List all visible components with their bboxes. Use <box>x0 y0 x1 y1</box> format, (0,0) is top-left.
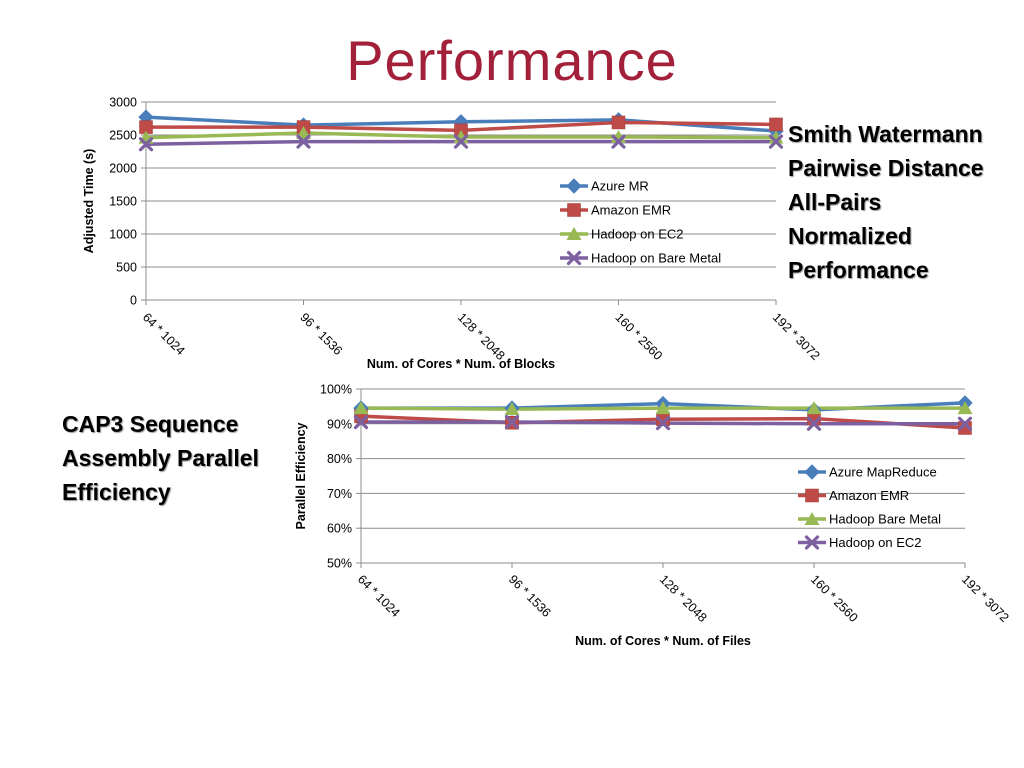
y-tick-label: 0 <box>130 294 137 308</box>
y-tick-label: 80% <box>327 452 352 466</box>
legend-item-hadoop-bare-metal: Hadoop Bare Metal <box>798 512 941 527</box>
y-tick-label: 50% <box>327 557 352 571</box>
legend-label: Azure MapReduce <box>829 465 937 480</box>
legend-label: Hadoop on EC2 <box>829 535 922 550</box>
caption-cap3: CAP3 Sequence Assembly Parallel Efficien… <box>62 407 259 509</box>
series-points-hadoop-bare-metal <box>353 401 973 416</box>
data-point <box>806 416 822 431</box>
y-tick-label: 1500 <box>109 195 137 209</box>
x-tick-label: 128 * 2048 <box>657 572 710 625</box>
data-point <box>138 137 154 152</box>
legend: Azure MapReduce Amazon EMR Hadoop Bare Met… <box>798 464 941 550</box>
legend-label: Azure MR <box>591 179 649 194</box>
data-point <box>611 134 626 149</box>
legend-label: Amazon EMR <box>591 203 671 218</box>
legend-item-hadoop-on-ec2: Hadoop on EC2 <box>798 535 922 550</box>
legend-label: Hadoop on EC2 <box>591 227 684 242</box>
data-point <box>957 401 973 415</box>
data-point <box>453 134 469 149</box>
y-tick-label: 3000 <box>109 96 137 110</box>
legend-item-amazon-emr: Amazon EMR <box>798 488 909 503</box>
y-axis-title: Adjusted Time (s) <box>82 149 96 254</box>
data-point <box>353 414 369 430</box>
y-axis-title: Parallel Efficiency <box>294 422 308 529</box>
legend-item-azure-mapreduce: Azure MapReduce <box>798 464 937 480</box>
series-points-hadoop-on-bare-metal <box>138 134 784 152</box>
data-point <box>353 401 369 415</box>
data-point <box>768 130 784 144</box>
series-points-hadoop-on-ec2 <box>353 414 973 431</box>
caption-line: Pairwise Distance <box>788 155 984 181</box>
data-point <box>806 401 822 415</box>
legend-marker <box>805 488 819 503</box>
y-tick-label: 60% <box>327 522 352 536</box>
y-tick-label: 2000 <box>109 162 137 176</box>
caption-line: Smith Watermann <box>788 121 983 147</box>
legend-item-hadoop-on-bare-metal: Hadoop on Bare Metal <box>560 251 721 266</box>
y-tick-label: 2500 <box>109 129 137 143</box>
data-point <box>655 401 671 415</box>
caption-line: Assembly Parallel <box>62 445 259 471</box>
legend-marker <box>566 227 582 240</box>
legend-item-hadoop-on-ec2: Hadoop on EC2 <box>560 227 684 242</box>
caption-line: Normalized <box>788 223 912 249</box>
caption-line: Performance <box>788 257 929 283</box>
legend-marker <box>567 203 581 217</box>
x-tick-label: 192 * 3072 <box>959 572 1012 625</box>
legend-label: Hadoop on Bare Metal <box>591 251 721 266</box>
y-tick-label: 100% <box>320 383 352 397</box>
x-tick-label: 64 * 1024 <box>355 572 403 620</box>
y-tick-label: 70% <box>327 487 352 501</box>
caption-line: CAP3 Sequence <box>62 411 239 437</box>
legend-marker <box>566 178 582 194</box>
legend-marker <box>566 250 582 266</box>
legend-marker <box>804 512 820 525</box>
x-axis-title: Num. of Cores * Num. of Blocks <box>367 357 555 371</box>
caption-line: Efficiency <box>62 479 171 505</box>
data-point <box>958 421 972 435</box>
legend-label: Hadoop Bare Metal <box>829 512 941 527</box>
x-tick-label: 96 * 1536 <box>506 572 554 620</box>
legend-marker <box>804 464 820 480</box>
data-point <box>611 115 626 130</box>
data-point <box>296 134 311 149</box>
legend-label: Amazon EMR <box>829 488 909 503</box>
legend-marker <box>804 535 820 550</box>
legend-item-amazon-emr: Amazon EMR <box>560 203 671 218</box>
data-point <box>768 134 784 149</box>
data-point <box>655 416 671 431</box>
data-point <box>504 402 520 416</box>
y-tick-label: 500 <box>116 261 137 275</box>
data-point <box>504 414 520 430</box>
caption-line: All-Pairs <box>788 189 882 215</box>
x-axis-title: Num. of Cores * Num. of Files <box>575 634 751 648</box>
legend-item-azure-mr: Azure MR <box>560 178 649 194</box>
data-point <box>957 416 973 431</box>
y-tick-label: 90% <box>327 417 352 431</box>
legend: Azure MR Amazon EMR Hadoop on EC2 Hadoop on… <box>560 178 721 266</box>
slide-title: Performance <box>346 29 678 92</box>
caption-smith-waterman: Smith Watermann Pairwise Distance All-Pa… <box>788 117 984 287</box>
x-tick-label: 160 * 2560 <box>808 572 861 625</box>
y-tick-label: 1000 <box>109 228 137 242</box>
